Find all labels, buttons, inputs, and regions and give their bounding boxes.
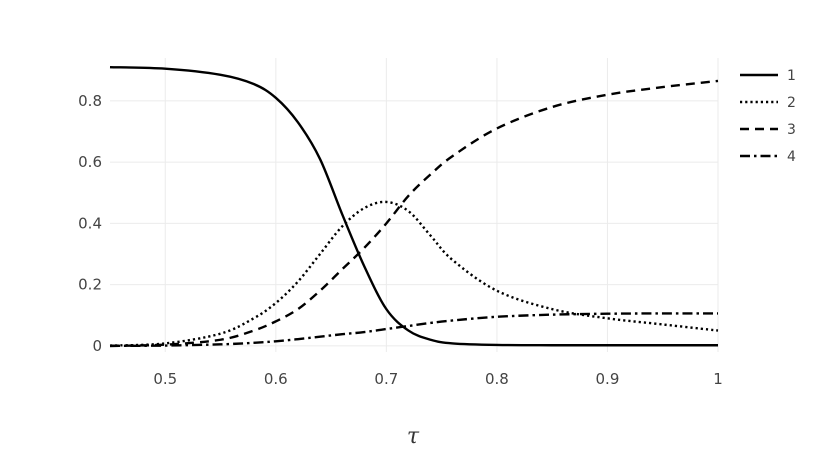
legend: 1 2 3 4 [740, 68, 796, 165]
y-tick-label: 0.6 [78, 153, 102, 171]
x-tick-label: 0.8 [485, 370, 509, 388]
grid [110, 58, 719, 352]
x-tick-label: 0.7 [374, 370, 398, 388]
x-axis-title: τ [407, 424, 420, 449]
x-axis-ticks: 0.5 0.6 0.7 0.8 0.9 1 [153, 370, 722, 388]
x-tick-label: 0.9 [596, 370, 620, 388]
y-axis-ticks: 0 0.2 0.4 0.6 0.8 [78, 92, 102, 355]
legend-label-2: 2 [787, 95, 796, 111]
series-1-line [109, 65, 718, 347]
series-2-line [109, 200, 719, 347]
legend-label-1: 1 [787, 68, 796, 84]
y-tick-label: 0.4 [78, 214, 102, 232]
y-tick-label: 0.8 [78, 92, 102, 110]
x-tick-label: 0.5 [153, 370, 177, 388]
x-tick-label: 0.6 [264, 370, 288, 388]
series-layer [109, 65, 719, 348]
y-tick-label: 0.2 [78, 276, 102, 294]
legend-label-3: 3 [787, 122, 796, 138]
legend-label-4: 4 [787, 149, 796, 165]
series-3-line [109, 79, 719, 348]
x-tick-label: 1 [713, 370, 723, 388]
y-tick-label: 0 [92, 337, 102, 355]
